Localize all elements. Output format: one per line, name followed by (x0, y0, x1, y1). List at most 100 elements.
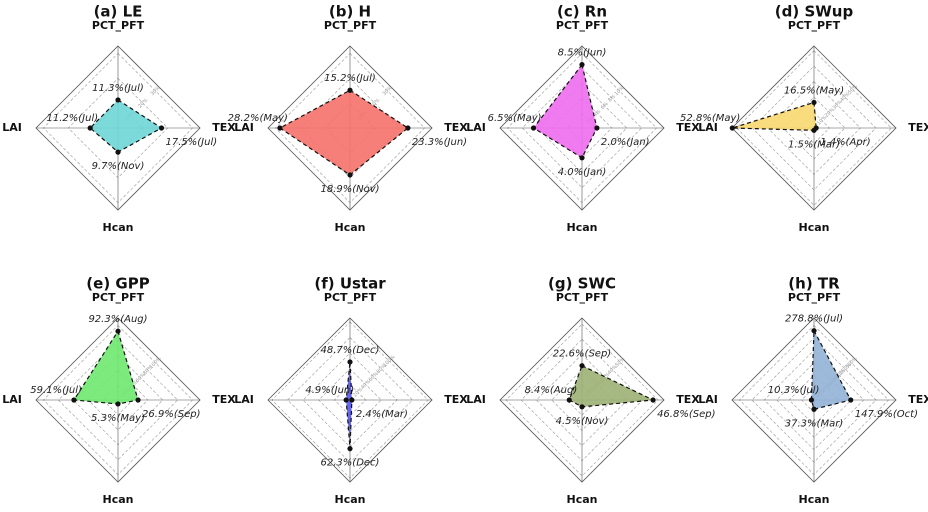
value-label: 1.4%(Apr) (820, 137, 871, 148)
axis-label: LAI (698, 393, 718, 406)
axis-label: TEX (908, 393, 928, 406)
panel-title: (g) SWC (548, 275, 616, 293)
radar-area (532, 63, 598, 159)
value-label: 16.5%(May) (784, 85, 844, 96)
panel-title: (e) GPP (86, 275, 149, 293)
radar-area (72, 329, 139, 405)
data-point (729, 125, 735, 131)
r-tick-label: 8% (607, 93, 617, 103)
r-tick-label: 4% (592, 108, 602, 118)
radar-area (810, 328, 852, 410)
axis-label: PCT_PFT (556, 291, 609, 304)
axis-label: TEX (908, 121, 928, 134)
panel-title: (d) SWup (775, 3, 854, 21)
axis-label: TEX (444, 393, 468, 406)
value-label: 5.3%(May) (91, 413, 145, 424)
axis-label: PCT_PFT (92, 291, 145, 304)
data-point (848, 397, 854, 403)
axis-label: TEX (444, 121, 468, 134)
data-point (405, 125, 411, 131)
data-point (115, 328, 121, 334)
data-point (135, 397, 141, 403)
data-point (277, 125, 283, 131)
value-label: 22.6%(Sep) (553, 349, 611, 360)
grid-ring (318, 368, 382, 432)
value-label: 2.4%(Mar) (356, 409, 408, 420)
data-point (811, 127, 817, 133)
radar-area (278, 89, 409, 176)
panel-title: (a) LE (94, 3, 143, 21)
data-point (349, 397, 355, 403)
data-point (158, 125, 165, 131)
value-label: 18.9%(Nov) (320, 184, 379, 195)
axis-label: Hcan (799, 493, 830, 506)
data-point (579, 404, 585, 410)
data-point (811, 99, 817, 106)
data-point (347, 446, 353, 452)
value-label: 15.2%(Jul) (324, 73, 376, 84)
axis-label: PCT_PFT (324, 19, 377, 32)
data-point (115, 401, 121, 407)
axis-label: LAI (234, 393, 254, 406)
data-point (811, 406, 817, 412)
value-label: 92.3%(Aug) (88, 314, 147, 325)
value-label: 4.9%(Jun) (305, 385, 354, 396)
value-label: 6.5%(May) (488, 113, 542, 124)
data-point (579, 363, 585, 369)
grid-ring (505, 323, 659, 477)
r-tick-label: 6% (600, 101, 610, 111)
axis-label: Hcan (799, 221, 830, 234)
value-label: 278.8%(Jul) (785, 314, 843, 325)
data-point (566, 397, 572, 403)
value-label: 37.3%(Mar) (785, 418, 843, 429)
data-point (347, 359, 353, 365)
axis-label: LAI (466, 121, 486, 134)
value-label: 59.1%(Jul) (30, 385, 82, 396)
value-label: 8.5%(Jun) (558, 48, 607, 59)
value-label: 46.8%(Sep) (657, 409, 715, 420)
data-point (343, 397, 349, 403)
data-point (115, 149, 121, 155)
value-label: 1.5%(Mar) (788, 139, 840, 150)
data-point (579, 62, 585, 68)
axis-label: Hcan (567, 221, 598, 234)
value-label: 11.2%(Jul) (47, 113, 99, 124)
value-label: 9.7%(Nov) (92, 161, 145, 172)
value-label: 4.0%(Jan) (558, 167, 607, 178)
axis-label: TEX (212, 121, 236, 134)
axis-label: Hcan (567, 493, 598, 506)
value-label: 11.3%(Jul) (92, 83, 144, 94)
axis-label: Hcan (335, 221, 366, 234)
value-label: 2.0%(Jan) (601, 137, 650, 148)
value-label: 48.7%(Dec) (321, 345, 380, 356)
data-point (808, 397, 815, 403)
value-label: 26.9%(Sep) (142, 409, 200, 420)
data-point (347, 172, 353, 178)
axis-label: TEX (676, 121, 700, 134)
data-point (530, 125, 537, 131)
axis-label: LAI (466, 393, 486, 406)
axis-label: Hcan (103, 221, 134, 234)
axis-label: TEX (212, 393, 236, 406)
value-label: 62.3%(Dec) (321, 458, 380, 469)
data-point (594, 125, 600, 131)
axis-label: PCT_PFT (556, 19, 609, 32)
grid-ring (521, 67, 643, 189)
data-point (650, 397, 656, 403)
data-point (579, 155, 585, 161)
value-label: 4.5%(Nov) (556, 416, 609, 427)
radar-area (345, 361, 353, 449)
axis-label: Hcan (335, 493, 366, 506)
data-point (115, 97, 121, 103)
axis-label: PCT_PFT (92, 19, 145, 32)
axis-label: PCT_PFT (324, 291, 377, 304)
radar-area (89, 99, 163, 153)
axis-label: PCT_PFT (788, 19, 841, 32)
radar-area (732, 101, 817, 131)
panel-title: (h) TR (788, 275, 840, 293)
axis-label: LAI (698, 121, 718, 134)
panel-title: (b) H (329, 3, 371, 21)
value-label: 23.3%(Jun) (412, 137, 467, 148)
grid-ring (57, 339, 179, 461)
